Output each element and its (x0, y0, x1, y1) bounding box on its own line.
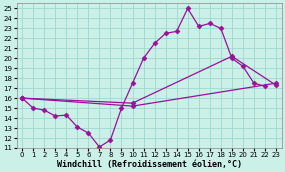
X-axis label: Windchill (Refroidissement éolien,°C): Windchill (Refroidissement éolien,°C) (57, 159, 242, 169)
